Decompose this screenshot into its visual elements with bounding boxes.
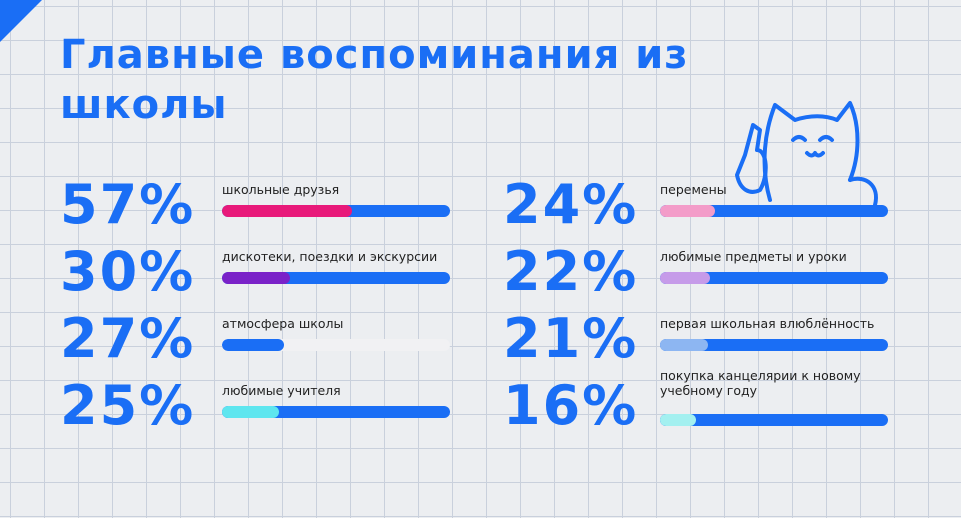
value-label: 27% — [60, 307, 196, 370]
category-label: любимые предметы и уроки — [660, 249, 847, 264]
bar — [222, 406, 279, 418]
value-label: 25% — [60, 374, 196, 437]
category-label: атмосфера школы — [222, 316, 344, 331]
bar-track — [660, 414, 888, 426]
bar-track — [222, 406, 450, 418]
bar-track — [222, 339, 450, 351]
bar-track — [660, 205, 888, 217]
bar — [660, 339, 708, 351]
bar — [660, 205, 715, 217]
bar — [222, 272, 291, 284]
bar — [660, 272, 711, 284]
bar — [222, 339, 284, 351]
category-label: дискотеки, поездки и экскурсии — [222, 249, 438, 264]
category-label: школьные друзья — [222, 182, 340, 197]
value-label: 24% — [503, 173, 639, 236]
corner-decoration — [0, 0, 42, 42]
chart-title: Главные воспоминания из школы — [60, 32, 689, 128]
value-label: 30% — [60, 240, 196, 303]
bar — [660, 414, 697, 426]
bar-track — [222, 205, 450, 217]
value-label: 16% — [503, 374, 639, 437]
bar-track — [660, 272, 888, 284]
value-label: 22% — [503, 240, 639, 303]
bar-track — [660, 339, 888, 351]
category-label: первая школьная влюблённость — [660, 316, 875, 331]
category-label: любимые учителя — [222, 383, 341, 398]
bar — [222, 205, 352, 217]
category-label: покупка канцелярии к новому учебному год… — [660, 368, 861, 398]
cat-illustration — [735, 101, 878, 207]
bar-track — [222, 272, 450, 284]
value-label: 21% — [503, 307, 639, 370]
value-label: 57% — [60, 173, 196, 236]
category-label: перемены — [660, 182, 727, 197]
